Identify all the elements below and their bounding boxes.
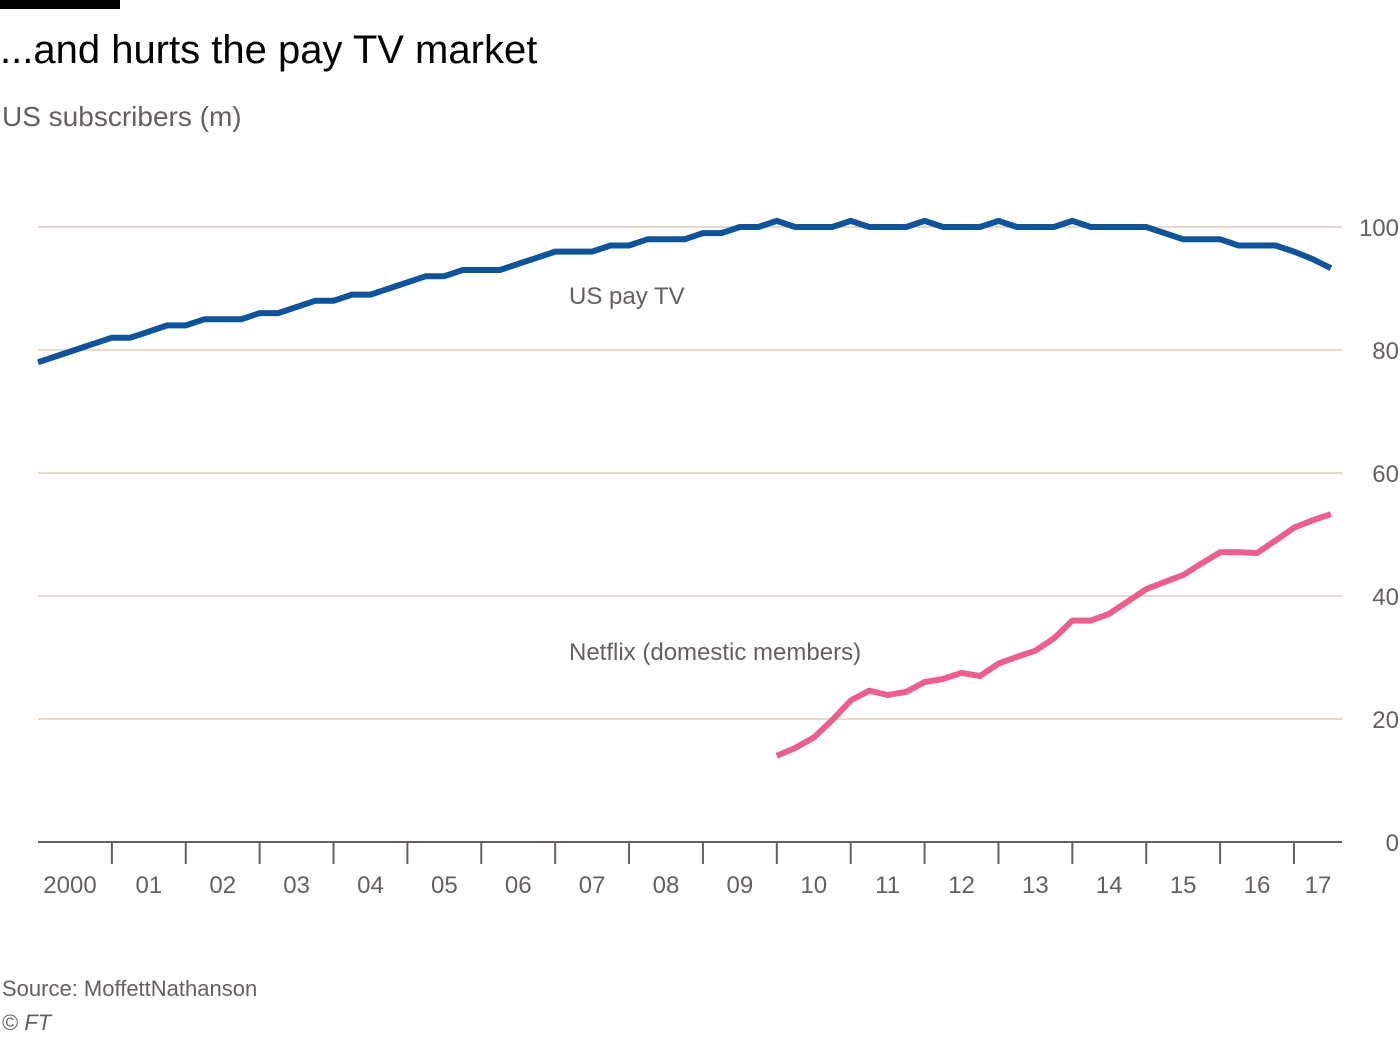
top-accent-bar [0,0,120,9]
x-tick-label-11: 11 [875,872,900,899]
x-tick-label-17: 17 [1305,872,1332,899]
series-lines [37,217,1333,759]
x-tick-label-5: 05 [431,872,458,899]
copyright-org: FT [24,1010,52,1035]
y-tick-label-60: 60 [1372,461,1399,488]
chart-title: ...and hurts the pay TV market [0,28,538,72]
line-chart: 2000 01 02 03 04 05 06 07 08 09 10 11 12 13 14 15 16 17 0… [37,215,1399,899]
y-tick-label-80: 80 [1372,338,1399,365]
y-tick-label-40: 40 [1372,584,1399,611]
x-tick-label-12: 12 [948,872,975,899]
x-tick-label-16: 16 [1244,872,1271,899]
y-axis-labels: 0 20 40 60 80 100 [1359,215,1399,857]
x-tick-label-13: 13 [1022,872,1049,899]
source-note: Source: MoffettNathanson [2,976,258,1001]
copyright-note: © FT [2,1009,51,1037]
copyright-symbol: © [2,1010,19,1035]
x-tick-label-10: 10 [800,872,827,899]
x-tick-label-1: 01 [135,872,162,899]
chart-subtitle: US subscribers (m) [2,101,242,132]
x-tick-label-8: 08 [653,872,680,899]
netflix-line [775,511,1332,759]
x-tick-label-9: 09 [727,872,754,899]
x-tick-label-3: 03 [283,872,310,899]
netflix-label: Netflix (domestic members) [569,639,861,666]
y-tick-label-20: 20 [1372,707,1399,734]
y-tick-label-100: 100 [1359,215,1399,242]
x-tick-label-0: 2000 [43,872,96,899]
x-tick-label-14: 14 [1096,872,1123,899]
x-tick-label-4: 04 [357,872,384,899]
x-axis: 2000 01 02 03 04 05 06 07 08 09 10 11 12 13 14 15 16 17 [38,841,1342,899]
x-tick-label-7: 07 [579,872,606,899]
pay-tv-label: US pay TV [569,283,685,310]
series-annotations: US pay TV Netflix (domestic members) [569,283,861,666]
y-tick-label-0: 0 [1386,830,1399,857]
x-tick-label-15: 15 [1170,872,1197,899]
x-tick-label-2: 02 [209,872,236,899]
pay-tv-line [37,217,1333,366]
x-tick-label-6: 06 [505,872,532,899]
